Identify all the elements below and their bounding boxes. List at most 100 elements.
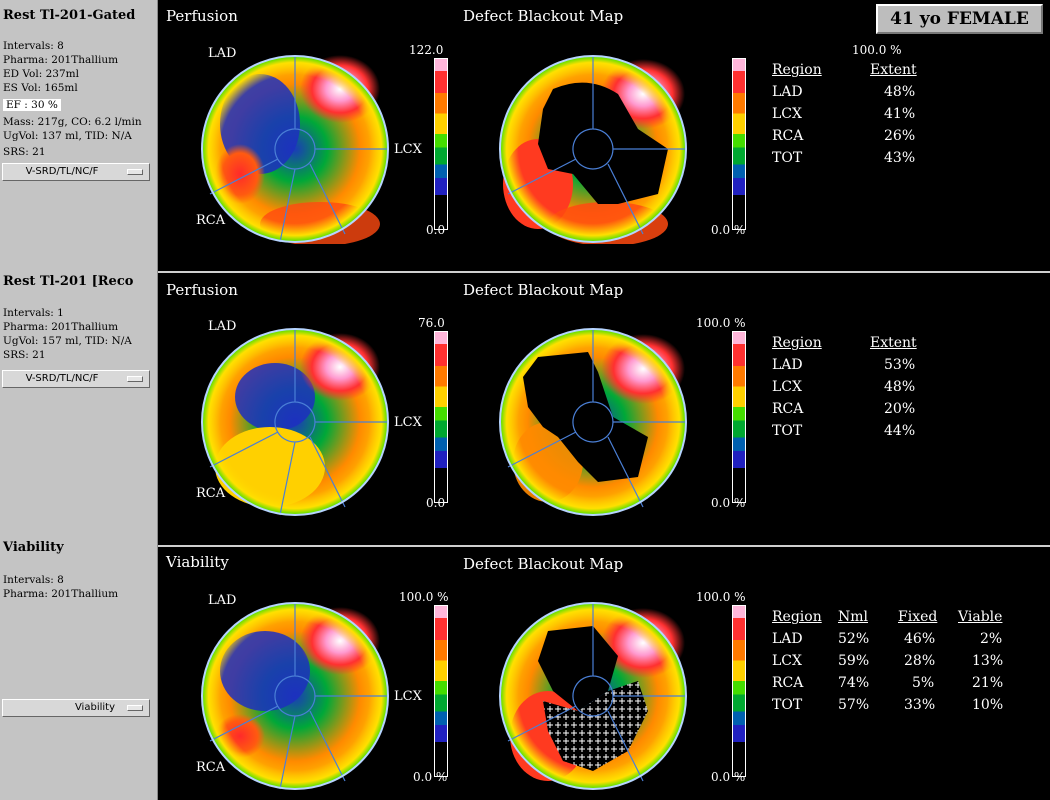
table-header: Region — [772, 609, 822, 625]
scale-min: 0.0 — [426, 496, 446, 510]
color-scale-bar — [434, 605, 448, 777]
table-cell: 53% — [884, 357, 916, 373]
scale-min: 0.0 % — [711, 770, 746, 784]
lcx-label: LCX — [394, 689, 422, 704]
rca-label: RCA — [196, 486, 226, 501]
table-cell: RCA — [772, 128, 804, 144]
color-scale-bar — [732, 331, 746, 503]
color-scale-bar — [434, 331, 448, 503]
table-cell: 48% — [884, 84, 916, 100]
table-header: Extent — [870, 335, 917, 351]
dropdown-arrow-icon — [127, 169, 143, 175]
dropdown-arrow-icon — [127, 376, 143, 382]
sidebar-line: Intervals: 8 — [3, 40, 64, 52]
lcx-label: LCX — [394, 415, 422, 430]
table-cell: 57% — [838, 697, 870, 713]
table-cell: 26% — [884, 128, 916, 144]
perfusion-polar-map[interactable] — [200, 54, 390, 244]
table-cell: LCX — [772, 379, 802, 395]
sidebar-line: Intervals: 1 — [3, 307, 64, 319]
sidebar-line: UgVol: 137 ml, TID: N/A — [3, 130, 132, 142]
extent-table: Region Extent LAD 53% LCX 48% RCA 20% TO… — [772, 335, 972, 445]
scale-max: 76.0 — [418, 316, 445, 330]
table-cell: 43% — [884, 150, 916, 166]
table-cell: LCX — [772, 653, 802, 669]
table-cell: TOT — [772, 697, 803, 713]
defect-blackout-map[interactable] — [498, 327, 688, 517]
table-header: Fixed — [898, 609, 938, 625]
table-cell: 13% — [972, 653, 1004, 669]
scale-max: 100.0 % — [696, 316, 746, 330]
scale-min: 0.0 % — [711, 496, 746, 510]
panel-rest-reco: Perfusion Defect Blackout Map LAD LCX RC… — [158, 273, 1050, 545]
perfusion-title: Perfusion — [166, 7, 238, 25]
color-scale-bar — [434, 58, 448, 230]
scale-max: 100.0 % — [399, 590, 449, 604]
table-cell: 33% — [904, 697, 936, 713]
viability-title: Viability — [166, 553, 229, 571]
ef-value: EF : 30 % — [3, 99, 61, 111]
scale-min: 0.0 — [426, 223, 446, 237]
table-cell: 2% — [980, 631, 1003, 647]
table-cell: LAD — [772, 84, 803, 100]
sidebar-line: ES Vol: 165ml — [3, 82, 78, 94]
table-cell: LCX — [772, 106, 802, 122]
sidebar-title: Rest Tl-201-Gated — [3, 8, 136, 23]
sidebar-line: Intervals: 8 — [3, 574, 64, 586]
sidebar-line: Pharma: 201Thallium — [3, 321, 119, 333]
lad-label: LAD — [208, 319, 237, 334]
defect-map-title: Defect Blackout Map — [463, 281, 624, 299]
sidebar-line: SRS: 21 — [3, 146, 46, 158]
table-cell: 48% — [884, 379, 916, 395]
table-cell: RCA — [772, 401, 804, 417]
perfusion-polar-map[interactable] — [200, 327, 390, 517]
scale-max: 100.0 % — [696, 590, 746, 604]
perfusion-title: Perfusion — [166, 281, 238, 299]
sidebar-title: Rest Tl-201 [Reco — [3, 274, 134, 289]
table-cell: 10% — [972, 697, 1004, 713]
display-area: 41 yo FEMALE Perfusion Defect Blackout M… — [158, 0, 1050, 800]
lad-label: LAD — [208, 593, 237, 608]
scale-min: 0.0 % — [413, 770, 448, 784]
table-cell: 59% — [838, 653, 870, 669]
ef-readout: EF : 30 % — [3, 99, 61, 112]
table-cell: 5% — [912, 675, 935, 691]
lcx-label: LCX — [394, 142, 422, 157]
sidebar: Rest Tl-201-Gated Intervals: 8 Pharma: 2… — [0, 0, 158, 800]
sidebar-line: Pharma: 201Thallium — [3, 54, 119, 66]
scale-max: 122.0 — [409, 43, 444, 57]
table-cell: TOT — [772, 423, 803, 439]
sidebar-line: UgVol: 157 ml, TID: N/A — [3, 335, 132, 347]
panel-divider — [158, 271, 1050, 273]
defect-blackout-map[interactable] — [498, 54, 688, 244]
dropdown-arrow-icon — [127, 705, 143, 711]
defect-map-title: Defect Blackout Map — [463, 7, 624, 25]
table-cell: 41% — [884, 106, 916, 122]
table-cell: TOT — [772, 150, 803, 166]
viability-polar-map[interactable] — [200, 601, 390, 791]
table-cell: LAD — [772, 357, 803, 373]
table-header: Viable — [958, 609, 1003, 625]
scale-min: 0.0 % — [711, 223, 746, 237]
table-cell: 52% — [838, 631, 870, 647]
table-cell: 74% — [838, 675, 870, 691]
table-header: Nml — [838, 609, 869, 625]
patient-label: 41 yo FEMALE — [876, 4, 1043, 34]
display-mode-dropdown[interactable]: Viability — [2, 699, 150, 717]
display-mode-dropdown[interactable]: V-SRD/TL/NC/F — [2, 370, 150, 388]
display-mode-dropdown[interactable]: V-SRD/TL/NC/F — [2, 163, 150, 181]
table-cell: 46% — [904, 631, 936, 647]
dropdown-label: V-SRD/TL/NC/F — [25, 373, 99, 384]
table-header: Region — [772, 62, 822, 78]
table-header: Region — [772, 335, 822, 351]
dropdown-label: V-SRD/TL/NC/F — [25, 166, 99, 177]
scale-max: 100.0 % — [852, 43, 902, 57]
color-scale-bar — [732, 605, 746, 777]
table-cell: 28% — [904, 653, 936, 669]
table-cell: 20% — [884, 401, 916, 417]
defect-blackout-map[interactable] — [498, 601, 688, 791]
panel-divider — [158, 545, 1050, 547]
table-cell: 44% — [884, 423, 916, 439]
rca-label: RCA — [196, 213, 226, 228]
defect-map-title: Defect Blackout Map — [463, 555, 624, 573]
